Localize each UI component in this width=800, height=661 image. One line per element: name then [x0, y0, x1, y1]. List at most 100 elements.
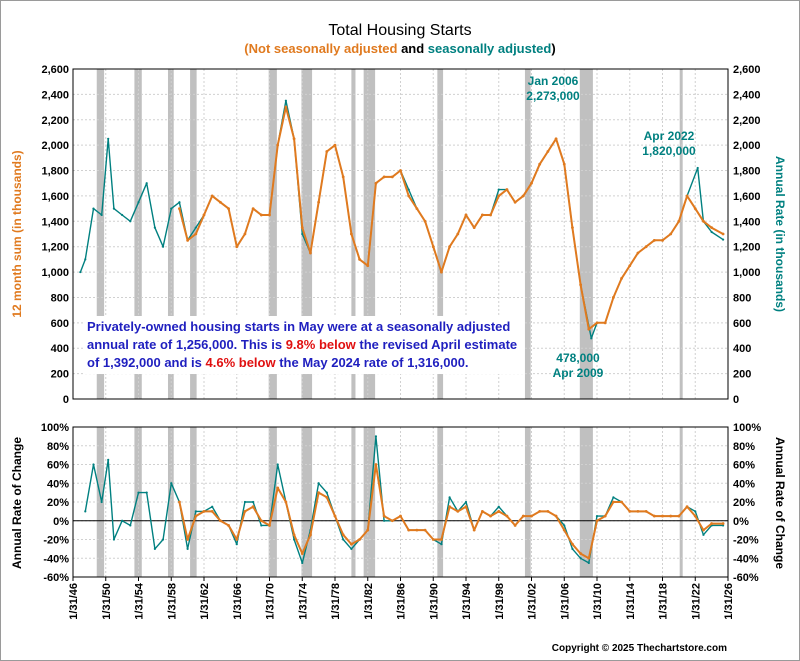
- data-point-sa: [595, 514, 599, 518]
- data-point-nsa: [628, 509, 632, 513]
- data-point-sa: [721, 524, 725, 527]
- x-tick-label: 1/31/50: [101, 583, 113, 620]
- recession-bar: [301, 69, 313, 399]
- data-point-nsa: [652, 238, 656, 242]
- data-point-sa: [464, 500, 468, 504]
- data-point-nsa: [497, 194, 501, 198]
- annot-apr2009-date: Apr 2009: [553, 366, 604, 380]
- data-point-nsa: [186, 538, 190, 541]
- data-point-nsa: [366, 528, 370, 532]
- data-point-sa: [276, 463, 279, 466]
- data-point-sa: [194, 510, 197, 513]
- data-point-nsa: [300, 552, 304, 555]
- data-point-nsa: [399, 514, 402, 518]
- data-point-nsa: [702, 219, 705, 223]
- note-highlight-1: 9.8% below: [285, 337, 356, 352]
- data-point-sa: [235, 543, 238, 546]
- data-point-sa: [694, 510, 697, 513]
- data-point-nsa: [251, 207, 255, 211]
- y-tick-label-left: 60%: [47, 460, 69, 472]
- y-tick-label-right: 600: [733, 318, 751, 330]
- data-point-sa: [84, 510, 87, 513]
- y-tick-label-right: 400: [733, 343, 751, 355]
- data-point-nsa: [595, 321, 599, 325]
- data-point-sa: [497, 188, 500, 191]
- y-tick-label-right: 1,600: [733, 191, 761, 203]
- data-point-nsa: [521, 514, 525, 518]
- data-point-nsa: [571, 542, 574, 546]
- data-point-nsa: [415, 528, 419, 532]
- data-point-nsa: [292, 533, 296, 537]
- note-highlight-2: 4.6% below: [205, 355, 276, 370]
- data-point-nsa: [194, 514, 198, 518]
- data-point-sa: [587, 561, 590, 565]
- data-point-sa: [194, 226, 197, 229]
- y-tick-label-left: 600: [51, 318, 69, 330]
- data-point-nsa: [595, 519, 599, 523]
- data-point-nsa: [721, 232, 725, 236]
- data-point-nsa: [480, 509, 484, 513]
- data-point-sa: [710, 230, 713, 234]
- y-tick-label-right: 60%: [733, 460, 755, 472]
- data-point-nsa: [472, 226, 476, 230]
- recession-bar: [524, 69, 531, 399]
- data-point-sa: [497, 505, 500, 508]
- data-point-nsa: [317, 200, 321, 204]
- data-point-nsa: [554, 137, 558, 141]
- data-point-nsa: [505, 514, 509, 518]
- data-point-nsa: [456, 232, 460, 236]
- top-panel: 0 0 200 200 400 400 600 600 800 800 1,000 1,000 1,20…: [41, 64, 760, 406]
- data-point-nsa: [276, 143, 280, 147]
- data-point-nsa: [562, 162, 566, 166]
- recession-bar: [351, 69, 356, 399]
- data-point-nsa: [309, 533, 312, 537]
- x-tick-label: 1/31/82: [363, 583, 375, 620]
- data-point-nsa: [521, 194, 525, 198]
- data-point-nsa: [423, 219, 427, 223]
- data-point-sa: [121, 519, 124, 522]
- x-tick-label: 1/31/94: [461, 582, 473, 620]
- y-tick-label-right: 2,200: [733, 115, 761, 127]
- annot-apr2022-date: Apr 2022: [644, 129, 695, 143]
- data-point-nsa: [440, 270, 443, 274]
- x-tick-label: 1/31/10: [592, 583, 604, 620]
- data-point-nsa: [702, 528, 705, 532]
- annot-jan2006-date: Jan 2006: [528, 74, 579, 88]
- data-point-nsa: [431, 538, 435, 541]
- data-point-nsa: [710, 226, 714, 230]
- data-point-nsa: [243, 509, 247, 513]
- note-part-2: the revised April estimate of 1,392,000 …: [87, 337, 518, 370]
- data-point-nsa: [423, 528, 427, 532]
- data-point-nsa: [505, 188, 509, 191]
- y-tick-label-left: 2,600: [41, 64, 69, 76]
- data-point-nsa: [374, 463, 378, 466]
- y-tick-label-right: 80%: [733, 441, 755, 453]
- x-tick-label: 1/31/26: [723, 583, 735, 620]
- data-point-nsa: [448, 245, 452, 249]
- data-point-nsa: [243, 232, 247, 236]
- data-point-nsa: [259, 213, 263, 217]
- data-point-nsa: [333, 143, 337, 147]
- recession-bar: [679, 69, 683, 399]
- data-point-sa: [440, 543, 443, 546]
- data-point-sa: [145, 182, 148, 185]
- data-point-nsa: [341, 533, 345, 537]
- data-point-nsa: [259, 519, 263, 523]
- data-point-nsa: [644, 245, 648, 249]
- data-point-nsa: [538, 162, 542, 166]
- data-point-nsa: [325, 495, 329, 499]
- data-point-sa: [571, 547, 574, 550]
- data-point-nsa: [636, 251, 640, 255]
- data-point-nsa: [611, 296, 615, 299]
- data-point-nsa: [178, 500, 181, 504]
- data-point-nsa: [685, 505, 689, 509]
- data-point-nsa: [628, 264, 632, 268]
- bottom-ylabel-left: Annual Rate of Change: [10, 437, 24, 569]
- data-point-nsa: [325, 150, 329, 153]
- data-point-nsa: [390, 175, 394, 179]
- annot-jan2006-value: 2,273,000: [526, 89, 580, 103]
- data-point-sa: [317, 482, 320, 485]
- data-point-nsa: [587, 327, 591, 331]
